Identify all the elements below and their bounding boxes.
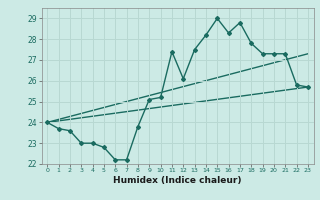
X-axis label: Humidex (Indice chaleur): Humidex (Indice chaleur) [113,176,242,185]
